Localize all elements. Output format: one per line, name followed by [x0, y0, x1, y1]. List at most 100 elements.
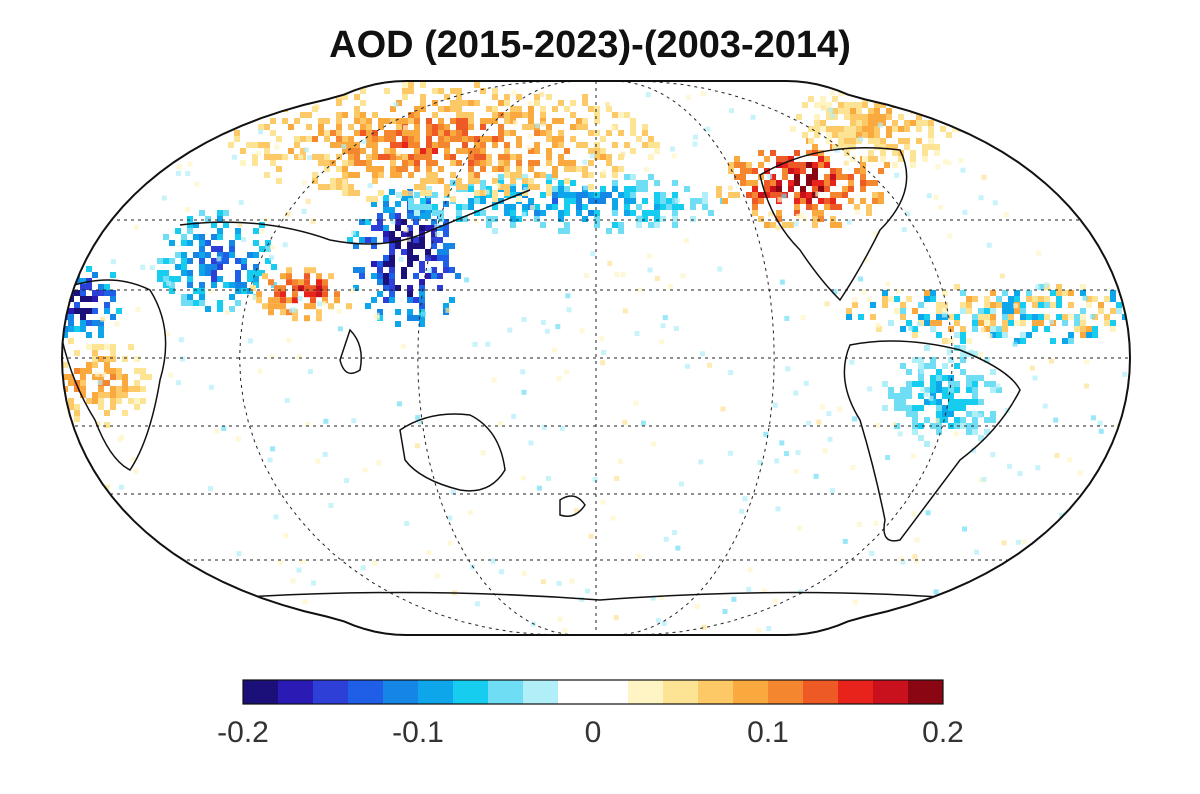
- anomaly-cell: [856, 120, 862, 126]
- anomaly-cell: [146, 606, 152, 612]
- anomaly-cell: [521, 317, 527, 322]
- anomaly-cell: [104, 410, 110, 416]
- anomaly-cell: [936, 308, 942, 314]
- anomaly-cell: [928, 138, 934, 144]
- anomaly-cell: [600, 360, 606, 366]
- anomaly-cell: [978, 314, 984, 320]
- anomaly-cell: [334, 291, 340, 298]
- anomaly-cell: [874, 102, 880, 108]
- anomaly-cell: [990, 381, 996, 387]
- anomaly-cell: [678, 481, 684, 487]
- anomaly-cell: [322, 451, 328, 457]
- anomaly-cell: [372, 166, 378, 172]
- anomaly-cell: [866, 156, 872, 162]
- anomaly-cell: [1122, 371, 1128, 377]
- anomaly-cell: [426, 190, 432, 196]
- anomaly-cell: [838, 138, 844, 144]
- anomaly-cell: [236, 436, 241, 442]
- anomaly-cell: [824, 204, 830, 210]
- anomaly-cell: [818, 186, 824, 192]
- anomaly-cell: [395, 225, 401, 231]
- anomaly-cell: [462, 184, 468, 190]
- anomaly-cell: [672, 180, 678, 186]
- anomaly-cell: [1026, 332, 1032, 338]
- anomaly-cell: [546, 180, 552, 186]
- anomaly-cell: [886, 126, 892, 132]
- anomaly-cell: [552, 142, 558, 148]
- anomaly-cell: [280, 303, 286, 310]
- anomaly-cell: [408, 142, 414, 148]
- anomaly-cell: [1050, 290, 1056, 296]
- anomaly-cell: [426, 172, 432, 178]
- anomaly-cell: [546, 124, 552, 130]
- anomaly-cell: [116, 386, 122, 392]
- anomaly-cell: [830, 198, 836, 204]
- anomaly-cell: [875, 423, 880, 428]
- anomaly-cell: [528, 160, 534, 166]
- anomaly-cell: [606, 160, 612, 166]
- anomaly-cell: [617, 458, 623, 464]
- anomaly-cell: [302, 180, 307, 186]
- anomaly-cell: [110, 398, 116, 404]
- anomaly-cell: [600, 148, 606, 154]
- anomaly-cell: [516, 172, 522, 178]
- anomaly-cell: [844, 114, 850, 120]
- anomaly-cell: [1110, 290, 1116, 296]
- anomaly-cell: [199, 258, 205, 264]
- anomaly-cell: [954, 284, 960, 290]
- anomaly-cell: [788, 156, 794, 162]
- anomaly-cell: [432, 130, 438, 136]
- anomaly-cell: [850, 465, 856, 470]
- anomaly-cell: [800, 198, 806, 204]
- anomaly-cell: [582, 159, 588, 165]
- anomaly-cell: [978, 435, 984, 441]
- anomaly-cell: [444, 94, 450, 100]
- anomaly-cell: [852, 416, 857, 422]
- anomaly-cell: [1014, 320, 1020, 326]
- anomaly-cell: [235, 276, 241, 282]
- anomaly-cell: [1035, 284, 1041, 290]
- anomaly-cell: [354, 172, 360, 178]
- anomaly-cell: [205, 264, 211, 270]
- anomaly-cell: [618, 228, 624, 234]
- anomaly-cell: [564, 178, 570, 184]
- anomaly-cell: [401, 195, 407, 201]
- anomaly-cell: [534, 216, 540, 222]
- anomaly-cell: [520, 475, 526, 481]
- anomaly-cell: [240, 148, 246, 154]
- anomaly-cell: [235, 270, 241, 276]
- anomaly-cell: [468, 100, 474, 106]
- anomaly-cell: [584, 273, 589, 279]
- anomaly-cell: [56, 302, 62, 308]
- anomaly-cell: [504, 204, 510, 210]
- anomaly-cell: [480, 124, 486, 130]
- anomaly-cell: [630, 174, 636, 180]
- anomaly-cell: [904, 120, 910, 126]
- anomaly-cell: [910, 96, 916, 102]
- anomaly-cell: [565, 293, 571, 299]
- anomaly-cell: [414, 118, 420, 124]
- anomaly-cell: [516, 154, 522, 160]
- anomaly-cell: [419, 297, 425, 303]
- anomaly-cell: [349, 287, 355, 293]
- anomaly-cell: [872, 192, 878, 198]
- anomaly-cell: [365, 303, 371, 309]
- anomaly-cell: [486, 136, 492, 142]
- anomaly-cell: [858, 136, 864, 142]
- anomaly-cell: [362, 467, 368, 473]
- anomaly-cell: [377, 213, 383, 219]
- colorbar-swatch: [558, 680, 594, 704]
- anomaly-cell: [1068, 302, 1074, 308]
- anomaly-cell: [389, 291, 395, 297]
- anomaly-cell: [849, 359, 855, 365]
- anomaly-cell: [1029, 365, 1035, 371]
- anomaly-cell: [86, 308, 92, 314]
- anomaly-cell: [934, 418, 940, 424]
- anomaly-cell: [1029, 122, 1035, 128]
- anomaly-cell: [678, 204, 684, 210]
- anomaly-cell: [437, 273, 443, 279]
- anomaly-cell: [800, 186, 806, 192]
- anomaly-cell: [958, 158, 964, 163]
- anomaly-cell: [473, 218, 479, 224]
- anomaly-cell: [788, 186, 794, 192]
